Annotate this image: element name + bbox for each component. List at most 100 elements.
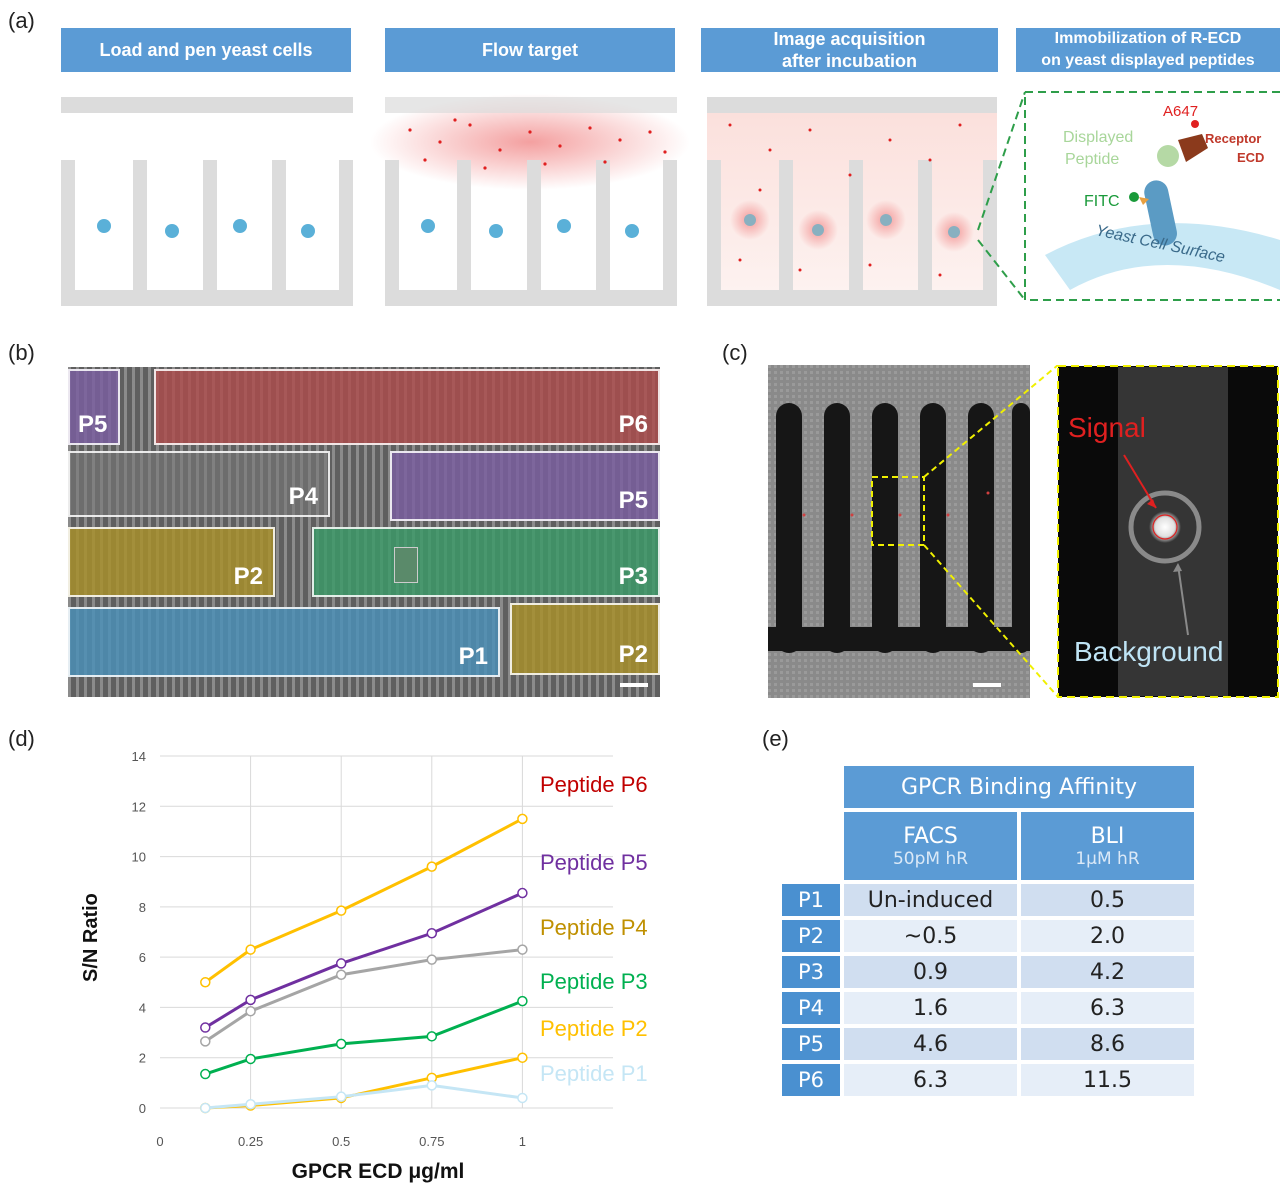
panel-d-chart: 0 2 4 6 8 10 12 14 0 0.25 0.5 0.75 1 Peptide P6 Pept…	[80, 749, 648, 1183]
data-point	[426, 1031, 438, 1042]
data-point	[200, 977, 211, 988]
label-ecd: ECD	[1237, 150, 1264, 165]
table-row: P5 4.6 8.6	[782, 1028, 1194, 1060]
bli-value: 4.2	[1021, 956, 1194, 988]
zoom-region	[871, 476, 925, 546]
label-receptor: Receptor	[1205, 131, 1261, 146]
series-line	[204, 817, 524, 984]
data-point	[200, 1022, 211, 1033]
bli-value: 6.3	[1021, 992, 1194, 1024]
facs-value: 1.6	[844, 992, 1017, 1024]
table-row: P6 6.3 11.5	[782, 1064, 1194, 1096]
x-tick-label: 0	[156, 1134, 163, 1149]
affinity-table: GPCR Binding Affinity FACS 50pM hR BLI 1…	[778, 762, 1198, 1100]
yeast-cell-icon	[301, 224, 315, 238]
data-point	[517, 813, 528, 825]
region-p4: P4	[68, 451, 330, 517]
region-p3: P3	[312, 527, 660, 597]
data-point	[426, 928, 438, 939]
facs-value: Un-induced	[844, 884, 1017, 916]
data-point	[245, 994, 256, 1006]
region-p5-top: P5	[68, 369, 120, 445]
yeast-cell-icon	[97, 219, 111, 233]
step-header-load: Load and pen yeast cells	[61, 28, 351, 72]
bli-value: 2.0	[1021, 920, 1194, 952]
zoom-box	[1024, 91, 1280, 301]
series-label: Peptide P1	[540, 1061, 648, 1086]
series-label: Peptide P6	[540, 772, 648, 797]
label-background: Background	[1074, 636, 1223, 667]
y-tick-label: 8	[139, 900, 146, 915]
label-fitc: FITC	[1084, 193, 1120, 210]
label-peptide: Peptide	[1065, 151, 1119, 168]
series-label: Peptide P2	[540, 1016, 648, 1041]
data-point	[517, 1052, 528, 1063]
chamber-image	[707, 97, 997, 306]
table-row: P2 ~0.5 2.0	[782, 920, 1194, 952]
label-signal: Signal	[1068, 412, 1146, 443]
data-point	[517, 1092, 528, 1104]
data-point	[517, 944, 528, 955]
x-axis-label: GPCR ECD μg/ml	[292, 1160, 465, 1183]
series-label: Peptide P3	[540, 969, 648, 994]
region-p5: P5	[390, 451, 660, 521]
data-point	[426, 861, 438, 872]
data-point	[517, 995, 528, 1007]
data-point	[245, 944, 256, 955]
row-label: P2	[782, 920, 840, 952]
series-label: Peptide P4	[540, 915, 648, 940]
step-header-flow: Flow target	[385, 28, 675, 72]
bli-value: 0.5	[1021, 884, 1194, 916]
panel-b-image: P5 P6 P4 P5 P2 P3 P1 P2	[68, 367, 660, 697]
scale-bar	[620, 683, 648, 687]
data-point	[426, 954, 438, 965]
region-p2-left: P2	[68, 527, 275, 597]
y-tick-label: 14	[132, 749, 146, 764]
region-p1: P1	[68, 607, 500, 677]
panel-label-b: (b)	[8, 340, 35, 365]
region-p6: P6	[154, 369, 660, 445]
x-tick-label: 0.75	[419, 1134, 444, 1149]
panel-label-c: (c)	[722, 340, 748, 365]
panel-label-e: (e)	[762, 726, 789, 751]
data-point	[335, 958, 347, 969]
row-label: P6	[782, 1064, 840, 1096]
background-ring	[1128, 490, 1202, 564]
y-tick-label: 12	[132, 799, 146, 814]
x-tick-label: 0.25	[238, 1134, 263, 1149]
data-point	[335, 1091, 347, 1102]
data-point	[335, 1038, 347, 1050]
x-tick-label: 1	[519, 1134, 526, 1149]
chamber-flow	[370, 94, 690, 306]
y-tick-label: 2	[139, 1051, 146, 1066]
data-point	[245, 1053, 256, 1065]
y-tick-label: 6	[139, 950, 146, 965]
col-bli-header: BLI 1μM hR	[1021, 812, 1194, 880]
panel-label-d: (d)	[8, 726, 35, 751]
y-tick-label: 4	[139, 1000, 146, 1015]
chip-marker	[394, 547, 418, 583]
bli-value: 11.5	[1021, 1064, 1194, 1096]
table-title: GPCR Binding Affinity	[844, 766, 1194, 808]
row-label: P3	[782, 956, 840, 988]
x-tick-label: 0.5	[332, 1134, 350, 1149]
panel-c-image: Signal Background	[768, 365, 1279, 698]
y-tick-label: 0	[139, 1101, 146, 1116]
y-tick-label: 10	[132, 850, 146, 865]
data-point	[426, 1080, 438, 1091]
series-label: Peptide P5	[540, 850, 648, 875]
yeast-cell-icon	[165, 224, 179, 238]
row-label: P4	[782, 992, 840, 1024]
row-label: P1	[782, 884, 840, 916]
facs-value: ~0.5	[844, 920, 1017, 952]
data-point	[245, 1098, 256, 1110]
label-a647: A647	[1163, 103, 1198, 120]
data-point	[200, 1036, 211, 1047]
data-point	[335, 905, 347, 916]
yeast-cell-icon	[233, 219, 247, 233]
table-row: P4 1.6 6.3	[782, 992, 1194, 1024]
chamber-load	[61, 97, 353, 306]
molecular-schematic	[1045, 120, 1280, 290]
step-header-image: Image acquisition after incubation	[701, 28, 998, 72]
table-row: P3 0.9 4.2	[782, 956, 1194, 988]
